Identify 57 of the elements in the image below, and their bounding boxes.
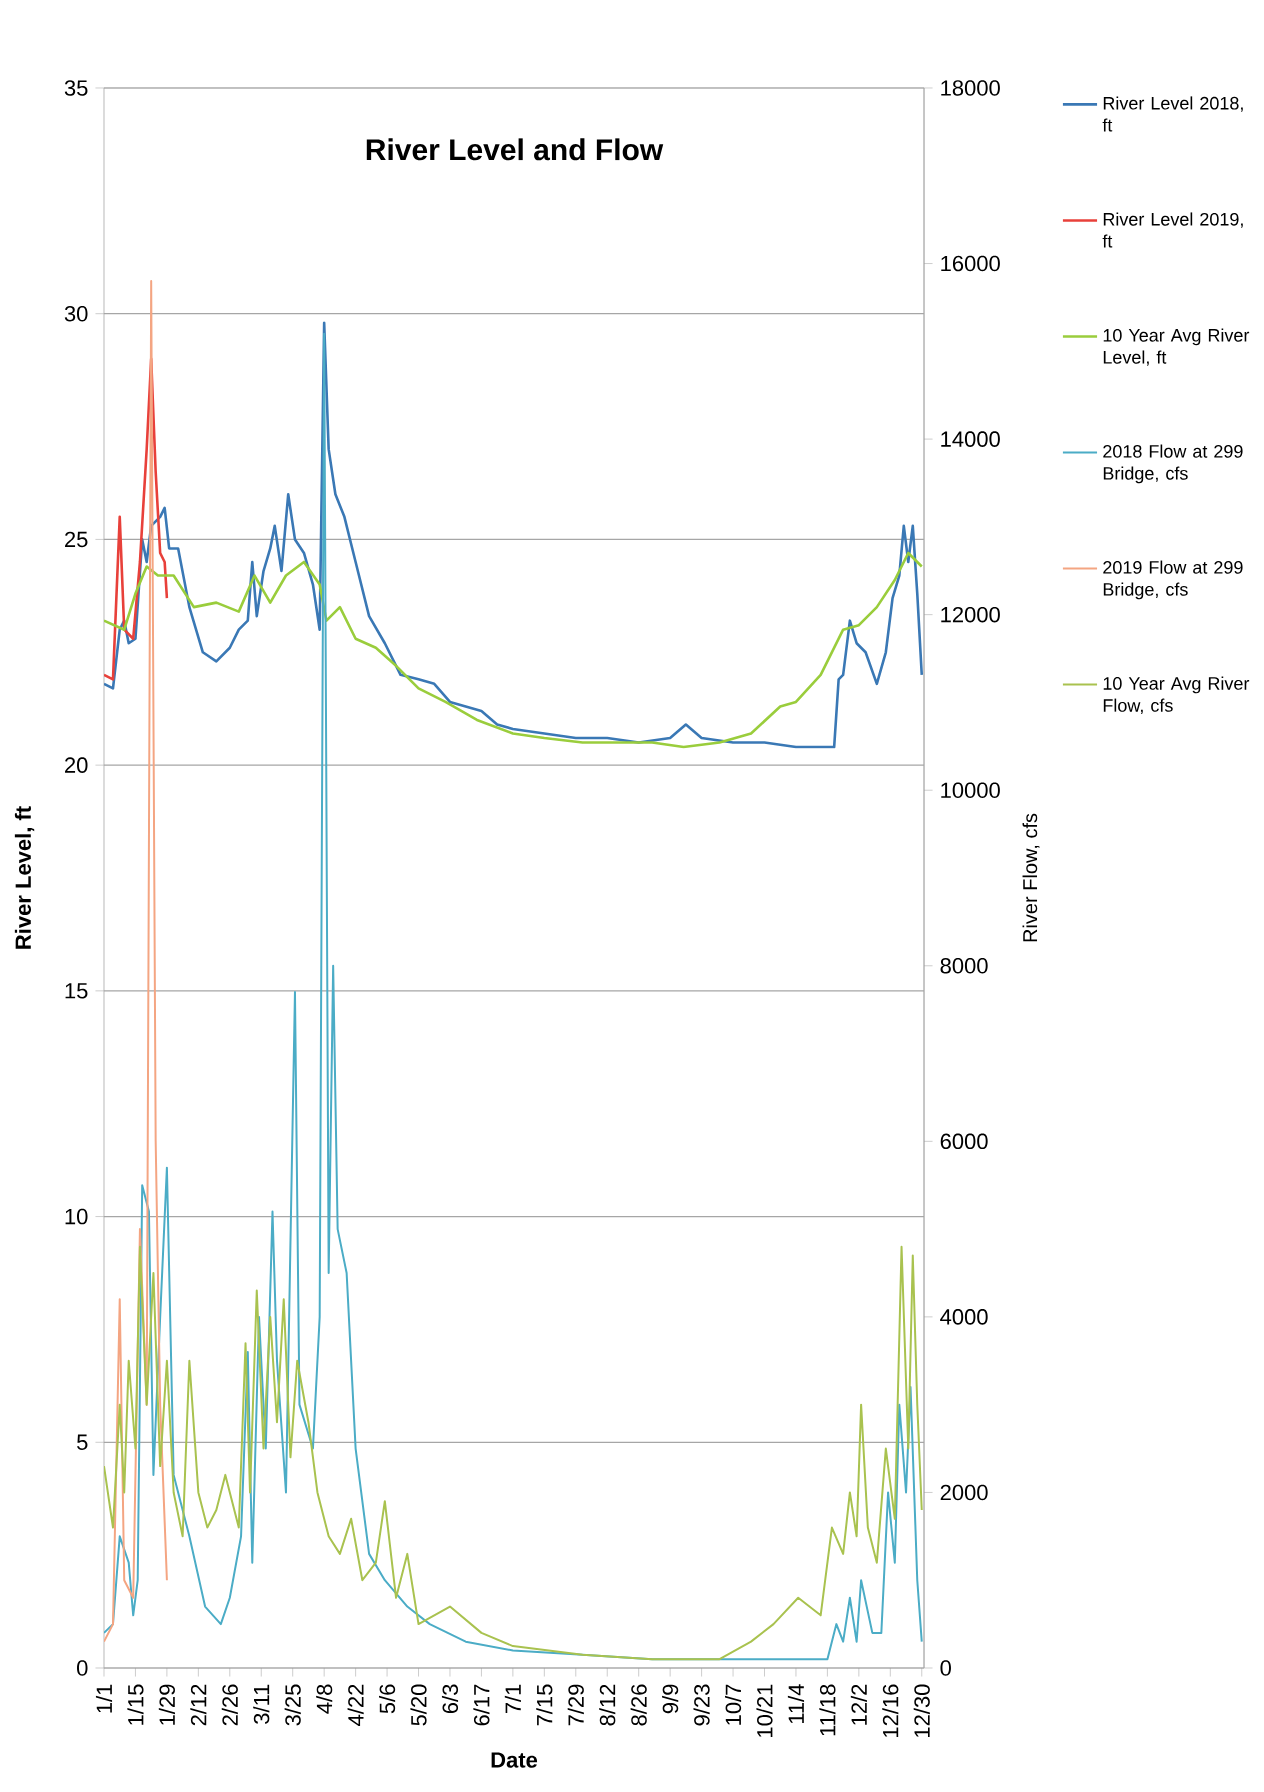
x-tick-label: 1/15 xyxy=(127,1684,144,1725)
y2-tick-label: 18000 xyxy=(941,80,1000,96)
y2-tick-label: 4000 xyxy=(939,1309,988,1325)
legend-label: 2018 Flow at 299 Bridge, cfs xyxy=(1103,444,1243,484)
y-tick-label: 0 xyxy=(76,1660,88,1676)
y-tick-label: 30 xyxy=(64,305,88,322)
y2-tick-label: 0 xyxy=(940,1660,951,1676)
x-tick-label: 10/7 xyxy=(724,1684,741,1725)
x-tick-label: 11/4 xyxy=(787,1684,804,1724)
y-tick-label: 15 xyxy=(65,983,88,999)
x-tick-label: 9/9 xyxy=(661,1684,679,1714)
x-tick-label: 11/18 xyxy=(819,1684,836,1736)
y2-axis-title: River Flow, cfs xyxy=(1022,813,1040,942)
x-tick-label: 12/16 xyxy=(882,1684,899,1737)
x-tick-label: 6/17 xyxy=(473,1684,490,1726)
x-tick-label: 8/26 xyxy=(630,1684,647,1726)
y2-tick-label: 12000 xyxy=(941,606,1000,623)
text: River Level and Flow xyxy=(366,138,664,161)
x-tick-label: 6/3 xyxy=(441,1684,458,1714)
x-tick-label: 12/30 xyxy=(913,1684,930,1737)
x-tick-label: 7/1 xyxy=(504,1684,521,1714)
x-tick-label: 5/6 xyxy=(378,1684,395,1714)
y2-tick-label: 10000 xyxy=(941,782,1000,798)
y2-tick-label: 16000 xyxy=(941,255,1000,272)
y-tick-label: 25 xyxy=(64,531,88,548)
y2-tick-label: 8000 xyxy=(940,958,988,974)
legend-label: River Level 2019, ft xyxy=(1102,212,1243,248)
line-series xyxy=(103,1245,923,1661)
x-tick-label: 7/15 xyxy=(536,1684,553,1726)
legend-label: 2019 Flow at 299 Bridge, cfs xyxy=(1103,560,1243,600)
x-tick-label: 1/1 xyxy=(95,1684,112,1713)
y-tick-label: 35 xyxy=(64,80,88,96)
line-series xyxy=(103,280,168,1643)
x-tick-label: 4/22 xyxy=(347,1684,364,1726)
legend-label: 10 Year Avg River Flow, cfs xyxy=(1103,676,1249,714)
x-tick-label: 9/23 xyxy=(693,1684,710,1726)
x-tick-label: 4/8 xyxy=(315,1684,333,1714)
x-tick-label: 7/29 xyxy=(567,1684,584,1726)
y2-tick-label: 2000 xyxy=(940,1484,988,1501)
legend-label: River Level 2018, ft xyxy=(1102,96,1243,132)
x-tick-label: 2/26 xyxy=(221,1684,238,1726)
y2-tick-label: 6000 xyxy=(940,1133,988,1150)
x-tick-label: 12/2 xyxy=(850,1684,867,1725)
y-tick-label: 10 xyxy=(65,1208,88,1225)
x-tick-label: 10/21 xyxy=(756,1684,773,1737)
x-tick-label: 5/20 xyxy=(410,1684,427,1726)
y-axis-title: River Level, ft xyxy=(14,806,35,949)
x-tick-label: 8/12 xyxy=(599,1684,616,1726)
y2-tick-label: 14000 xyxy=(941,431,1000,447)
y-tick-label: 20 xyxy=(64,757,88,773)
x-tick-label: 3/11 xyxy=(253,1684,270,1724)
x-tick-label: 1/29 xyxy=(158,1684,175,1725)
x-tick-label: 2/12 xyxy=(190,1684,207,1726)
y-tick-label: 5 xyxy=(76,1434,88,1450)
legend-label: 10 Year Avg River Level, ft xyxy=(1103,328,1249,366)
x-axis-title: Date xyxy=(491,1752,537,1768)
x-tick-label: 3/25 xyxy=(284,1684,301,1726)
